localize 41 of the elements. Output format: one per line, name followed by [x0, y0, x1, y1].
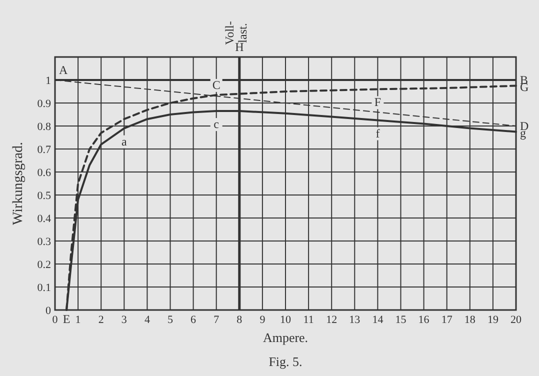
- y-tick-label: 0.7: [37, 144, 52, 156]
- x-tick-label: 8: [236, 314, 243, 326]
- x-tick-label: 9: [260, 314, 266, 326]
- x-tick-label: 5: [168, 314, 174, 326]
- x-tick-label: 18: [464, 314, 476, 326]
- x-tick-label: 19: [487, 314, 499, 326]
- x-tick-label: 6: [190, 314, 197, 326]
- y-tick-label: 0.8: [37, 121, 52, 133]
- annotation: E: [62, 312, 70, 326]
- y-tick-label: 1: [46, 75, 51, 87]
- y-tick-label: 0.4: [37, 213, 52, 225]
- x-tick-label: 1: [75, 314, 81, 326]
- x-tick-label: 7: [214, 314, 220, 326]
- y-tick-label: 0.3: [37, 236, 52, 248]
- x-tick-label: 10: [280, 314, 292, 326]
- x-tick-label: 2: [98, 314, 104, 326]
- annotation: A: [59, 63, 68, 77]
- x-axis-title: Ampere.: [262, 330, 308, 345]
- annotation: f: [376, 126, 380, 140]
- text: Fig. 5.: [268, 354, 302, 369]
- y-axis-title: Wirkungsgrad.: [11, 142, 26, 226]
- annotation: F: [374, 95, 382, 110]
- y-tick-label: 0.6: [37, 167, 52, 179]
- x-tick-label: 20: [510, 314, 522, 326]
- x-tick-label: 16: [418, 314, 430, 326]
- y-tick-label: 0.2: [37, 259, 51, 271]
- x-tick-label: 11: [303, 314, 314, 326]
- x-tick-label: 3: [121, 314, 128, 326]
- x-tick-label: 4: [144, 314, 150, 326]
- annotation: C: [212, 78, 220, 92]
- annotation: c: [214, 117, 220, 132]
- y-tick-label: 0.5: [37, 190, 52, 202]
- x-tick-label: 14: [372, 314, 384, 326]
- x-tick-label: 12: [326, 314, 338, 326]
- x-tick-label: 15: [395, 314, 407, 326]
- y-tick-label: 0.9: [37, 98, 52, 110]
- annotation: a: [121, 134, 128, 148]
- y-tick-label: 0.1: [37, 282, 51, 294]
- x-tick-label: 13: [349, 314, 361, 326]
- y-tick-label: 0: [46, 305, 52, 317]
- x-tick-label: 17: [441, 314, 453, 326]
